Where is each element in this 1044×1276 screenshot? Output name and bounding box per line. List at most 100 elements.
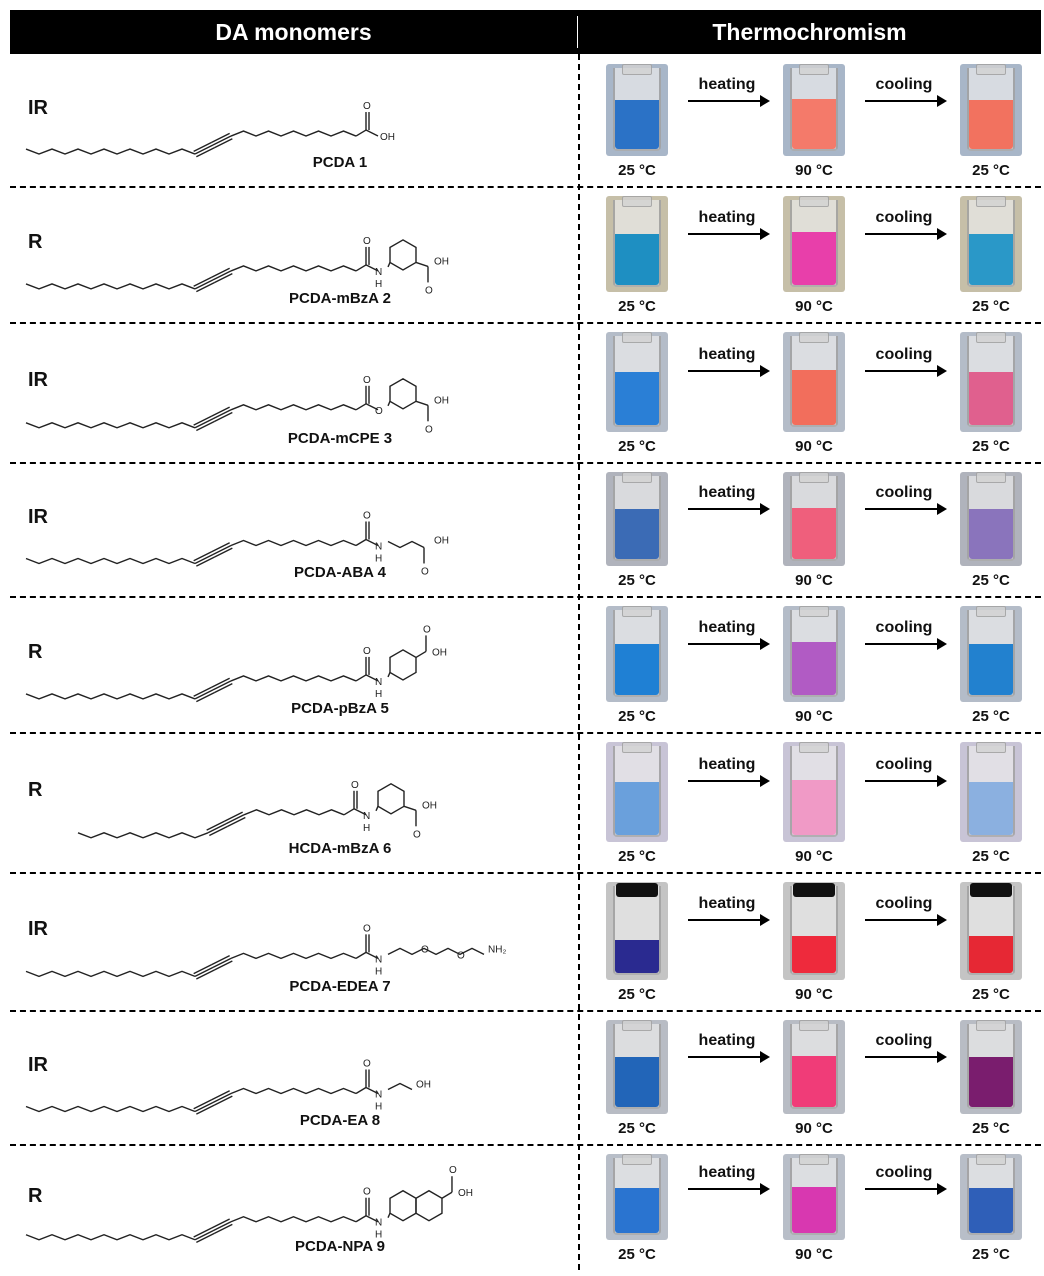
- temp-cooled: 25 °C: [972, 438, 1010, 455]
- atom-label: OH: [380, 132, 395, 143]
- temp-initial: 25 °C: [618, 572, 656, 589]
- heating-label: heating: [698, 1032, 756, 1050]
- arrow-head: [760, 503, 770, 516]
- vial-liquid: [792, 98, 836, 149]
- vial-heated: [783, 472, 845, 566]
- vial-glass: [790, 476, 838, 561]
- heating-label: heating: [698, 1163, 756, 1181]
- atom-label: O: [363, 646, 371, 657]
- vial-glass: [613, 68, 661, 151]
- atom-label: OH: [432, 647, 447, 658]
- row-divider: [10, 1144, 1041, 1146]
- table-row: IR O N H OH PCDA-EA 8 25 °C 90 °C 25 °C heating co…: [10, 1010, 1041, 1144]
- vial-neck: [622, 332, 652, 343]
- vial-after-cooling: [960, 1020, 1022, 1114]
- vial-neck: [799, 64, 829, 75]
- vial-heated: [783, 1020, 845, 1114]
- vial-neck: [976, 742, 1006, 753]
- temp-initial: 25 °C: [618, 848, 656, 865]
- spectroscopy-label: IR: [28, 1054, 48, 1077]
- vial-neck: [976, 472, 1006, 483]
- vial-glass: [967, 1158, 1015, 1235]
- chemical-structure: O NH O OH: [25, 624, 447, 703]
- row-divider: [10, 322, 1041, 324]
- heating-arrow: [688, 914, 770, 927]
- vial-neck: [622, 606, 652, 617]
- vial-glass: [967, 886, 1015, 975]
- vial-neck: [622, 196, 652, 207]
- table-row: IR O O O OH PCDA-mCPE 3 25 °C 90 °C 25 °C heating…: [10, 322, 1041, 462]
- atom-label: O: [413, 829, 421, 840]
- arrow-head: [937, 1182, 947, 1195]
- temp-initial: 25 °C: [618, 298, 656, 315]
- atom-label: O: [457, 950, 465, 961]
- heating-arrow: [688, 365, 770, 377]
- vial-glass: [613, 336, 661, 427]
- temp-initial: 25 °C: [618, 438, 656, 455]
- heating-arrow: [688, 94, 770, 107]
- vial-liquid: [615, 644, 659, 695]
- arrow-head: [937, 503, 947, 516]
- spectroscopy-label: IR: [28, 97, 48, 120]
- vial-glass: [967, 200, 1015, 287]
- vial-glass: [967, 476, 1015, 561]
- cooling-arrow: [865, 1182, 947, 1195]
- vial-heated: [783, 332, 845, 432]
- atom-label: O: [421, 944, 429, 955]
- vial-before-heating: [606, 64, 668, 156]
- vial-liquid: [792, 1055, 836, 1107]
- monomer-name: PCDA-EA 8: [299, 1112, 381, 1129]
- arrow-head: [937, 227, 947, 240]
- vial-liquid: [615, 100, 659, 149]
- temp-initial: 25 °C: [618, 1246, 656, 1263]
- structure-bonds: [25, 635, 427, 703]
- arrow-head: [937, 365, 947, 377]
- chemical-structure: O NH O OH: [25, 510, 449, 577]
- heating-label: heating: [698, 208, 756, 226]
- vial-cap: [970, 883, 1012, 897]
- vial-liquid: [969, 936, 1013, 973]
- atom-label: H: [375, 1230, 382, 1241]
- atom-label: O: [449, 1165, 457, 1176]
- vial-liquid: [615, 781, 659, 835]
- vial-glass: [613, 1024, 661, 1109]
- vial-glass: [967, 68, 1015, 151]
- vial-neck: [622, 1154, 652, 1165]
- heating-label: heating: [698, 346, 756, 363]
- atom-label: OH: [422, 800, 437, 811]
- vial-liquid: [969, 644, 1013, 695]
- vial-liquid: [615, 371, 659, 425]
- cooling-arrow: [865, 637, 947, 650]
- vial-glass: [790, 200, 838, 287]
- vial-neck: [976, 64, 1006, 75]
- structure-bonds: [25, 112, 379, 158]
- vial-glass: [613, 886, 661, 975]
- heating-arrow: [688, 503, 770, 516]
- spectroscopy-label: R: [28, 231, 43, 254]
- row-divider: [10, 462, 1041, 464]
- vial-after-cooling: [960, 742, 1022, 842]
- vial-liquid: [969, 1188, 1013, 1233]
- header-divider: [577, 16, 578, 48]
- vial-heated: [783, 64, 845, 156]
- heating-arrow: [688, 227, 770, 240]
- vial-cap: [616, 883, 658, 897]
- atom-label: O: [363, 923, 371, 934]
- chemical-structure: O NH OH: [25, 1058, 431, 1115]
- chemical-structure: O NH O O NH₂: [25, 923, 506, 980]
- vial-neck: [799, 196, 829, 207]
- vial-glass: [790, 1158, 838, 1235]
- vial-before-heating: [606, 196, 668, 292]
- vial-after-cooling: [960, 1154, 1022, 1240]
- cooling-label: cooling: [875, 346, 933, 363]
- spectroscopy-label: R: [28, 1184, 43, 1207]
- vial-liquid: [615, 509, 659, 559]
- temp-cooled: 25 °C: [972, 162, 1010, 179]
- vial-glass: [790, 68, 838, 151]
- vial-heated: [783, 196, 845, 292]
- cooling-arrow: [865, 503, 947, 516]
- vial-neck: [622, 472, 652, 483]
- monomer-name: PCDA 1: [312, 154, 368, 171]
- atom-label: N: [363, 811, 370, 822]
- temp-cooled: 25 °C: [972, 572, 1010, 589]
